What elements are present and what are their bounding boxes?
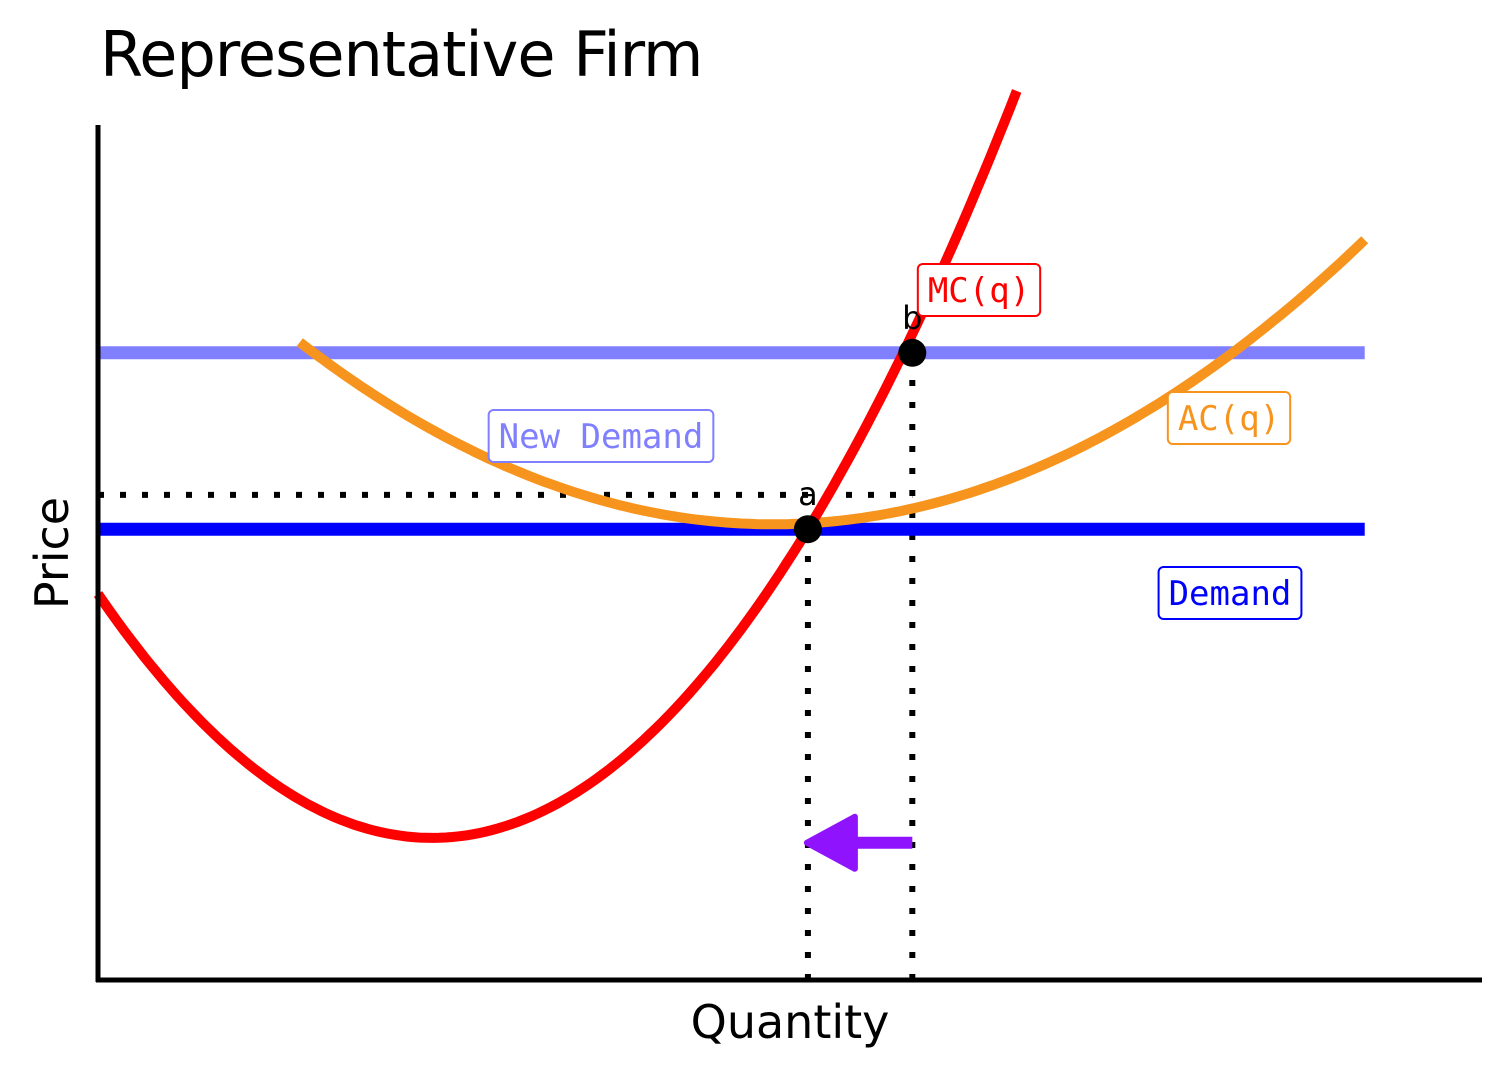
mc-q-label: MC(q) (928, 271, 1030, 311)
demand-label-group: Demand (1157, 566, 1303, 620)
shift-arrow-head (803, 813, 858, 872)
mc-q-label-group: MC(q) (916, 263, 1042, 317)
curve-labels: MC(q) AC(q) Demand New Demand (487, 263, 1303, 620)
new-demand-label-box (487, 409, 715, 463)
demand-label-box (1157, 566, 1303, 620)
y-axis-label: Price (25, 497, 79, 609)
chart-title: Representative Firm (100, 18, 703, 91)
new-demand-label-group: New Demand (487, 409, 715, 463)
ac-q-label-box (1166, 391, 1292, 445)
ac-q-label-group: AC(q) (1166, 391, 1292, 445)
point-a-label: a (798, 475, 818, 513)
point-b (898, 338, 927, 367)
reference-lines (98, 352, 916, 980)
curves (93, 89, 1369, 843)
ac-q-label: AC(q) (1178, 399, 1280, 439)
mc-q-label-box (916, 263, 1042, 317)
demand-label: Demand (1169, 574, 1292, 614)
axes (95, 125, 1482, 983)
point-a (793, 515, 822, 544)
mc-q-curve (93, 89, 1022, 843)
ac-q-curve (296, 236, 1369, 530)
shift-arrow-group (803, 813, 913, 872)
x-axis-label: Quantity (691, 995, 890, 1049)
new-demand-label: New Demand (499, 417, 704, 457)
